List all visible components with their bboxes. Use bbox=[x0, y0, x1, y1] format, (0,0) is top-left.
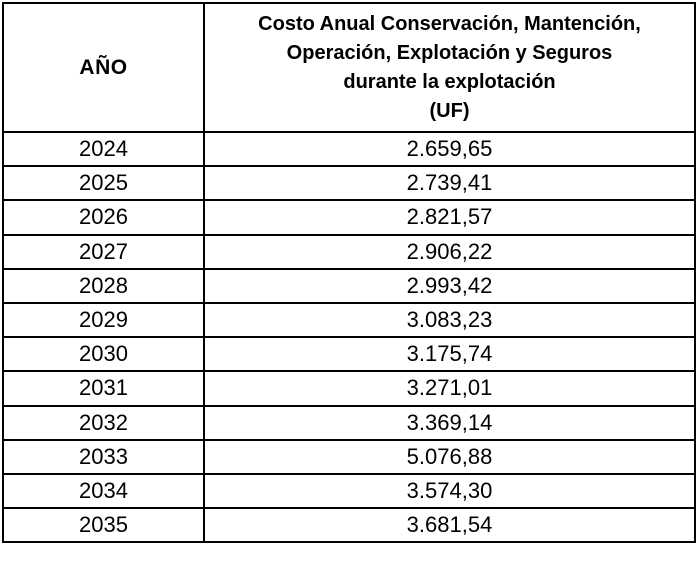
cost-cell: 2.821,57 bbox=[203, 199, 696, 236]
table-row: 2030 3.175,74 bbox=[2, 336, 696, 373]
table-row: 2026 2.821,57 bbox=[2, 199, 696, 236]
table-row: 2024 2.659,65 bbox=[2, 130, 696, 168]
table-row: 2033 5.076,88 bbox=[2, 438, 696, 475]
table-row: 2025 2.739,41 bbox=[2, 165, 696, 202]
table-row: 2035 3.681,54 bbox=[2, 507, 696, 544]
annual-cost-table: AÑO Costo Anual Conservación, Mantención… bbox=[2, 2, 696, 544]
year-cell: 2024 bbox=[2, 130, 205, 168]
year-cell: 2034 bbox=[2, 472, 205, 510]
cost-cell: 3.083,23 bbox=[203, 301, 696, 339]
cost-cell: 3.681,54 bbox=[203, 507, 696, 544]
table-row: 2029 3.083,23 bbox=[2, 301, 696, 339]
year-cell: 2028 bbox=[2, 267, 205, 304]
year-cell: 2035 bbox=[2, 507, 205, 544]
year-cell: 2027 bbox=[2, 233, 205, 270]
header-year-label: AÑO bbox=[79, 55, 128, 79]
header-cost-line-2: Operación, Explotación y Seguros bbox=[286, 41, 613, 64]
cost-cell: 3.574,30 bbox=[203, 472, 696, 510]
cost-cell: 2.739,41 bbox=[203, 165, 696, 202]
cost-cell: 2.906,22 bbox=[203, 233, 696, 270]
cost-cell: 5.076,88 bbox=[203, 438, 696, 475]
cost-cell: 2.659,65 bbox=[203, 130, 696, 168]
year-cell: 2032 bbox=[2, 404, 205, 441]
year-cell: 2033 bbox=[2, 438, 205, 475]
header-cost-line-1: Costo Anual Conservación, Mantención, bbox=[258, 12, 641, 35]
header-cost-cell: Costo Anual Conservación, Mantención, Op… bbox=[203, 2, 696, 133]
year-cell: 2029 bbox=[2, 301, 205, 339]
table-row: 2034 3.574,30 bbox=[2, 472, 696, 510]
table-row: 2028 2.993,42 bbox=[2, 267, 696, 304]
table-row: 2031 3.271,01 bbox=[2, 370, 696, 407]
header-row: AÑO Costo Anual Conservación, Mantención… bbox=[2, 2, 696, 133]
header-cost-line-3: durante la explotación bbox=[343, 70, 556, 93]
cost-cell: 3.175,74 bbox=[203, 336, 696, 373]
header-cost-line-4: (UF) bbox=[429, 99, 470, 122]
table-header: AÑO Costo Anual Conservación, Mantención… bbox=[2, 2, 696, 133]
document-page: AÑO Costo Anual Conservación, Mantención… bbox=[2, 2, 696, 544]
year-cell: 2025 bbox=[2, 165, 205, 202]
table-row: 2032 3.369,14 bbox=[2, 404, 696, 441]
header-year-cell: AÑO bbox=[2, 2, 205, 133]
year-cell: 2026 bbox=[2, 199, 205, 236]
cost-cell: 2.993,42 bbox=[203, 267, 696, 304]
table-body: 2024 2.659,65 2025 2.739,41 2026 2.821,5… bbox=[2, 130, 696, 544]
cost-cell: 3.271,01 bbox=[203, 370, 696, 407]
year-cell: 2030 bbox=[2, 336, 205, 373]
table-row: 2027 2.906,22 bbox=[2, 233, 696, 270]
cost-cell: 3.369,14 bbox=[203, 404, 696, 441]
year-cell: 2031 bbox=[2, 370, 205, 407]
header-cost-label: Costo Anual Conservación, Mantención, Op… bbox=[205, 10, 694, 126]
